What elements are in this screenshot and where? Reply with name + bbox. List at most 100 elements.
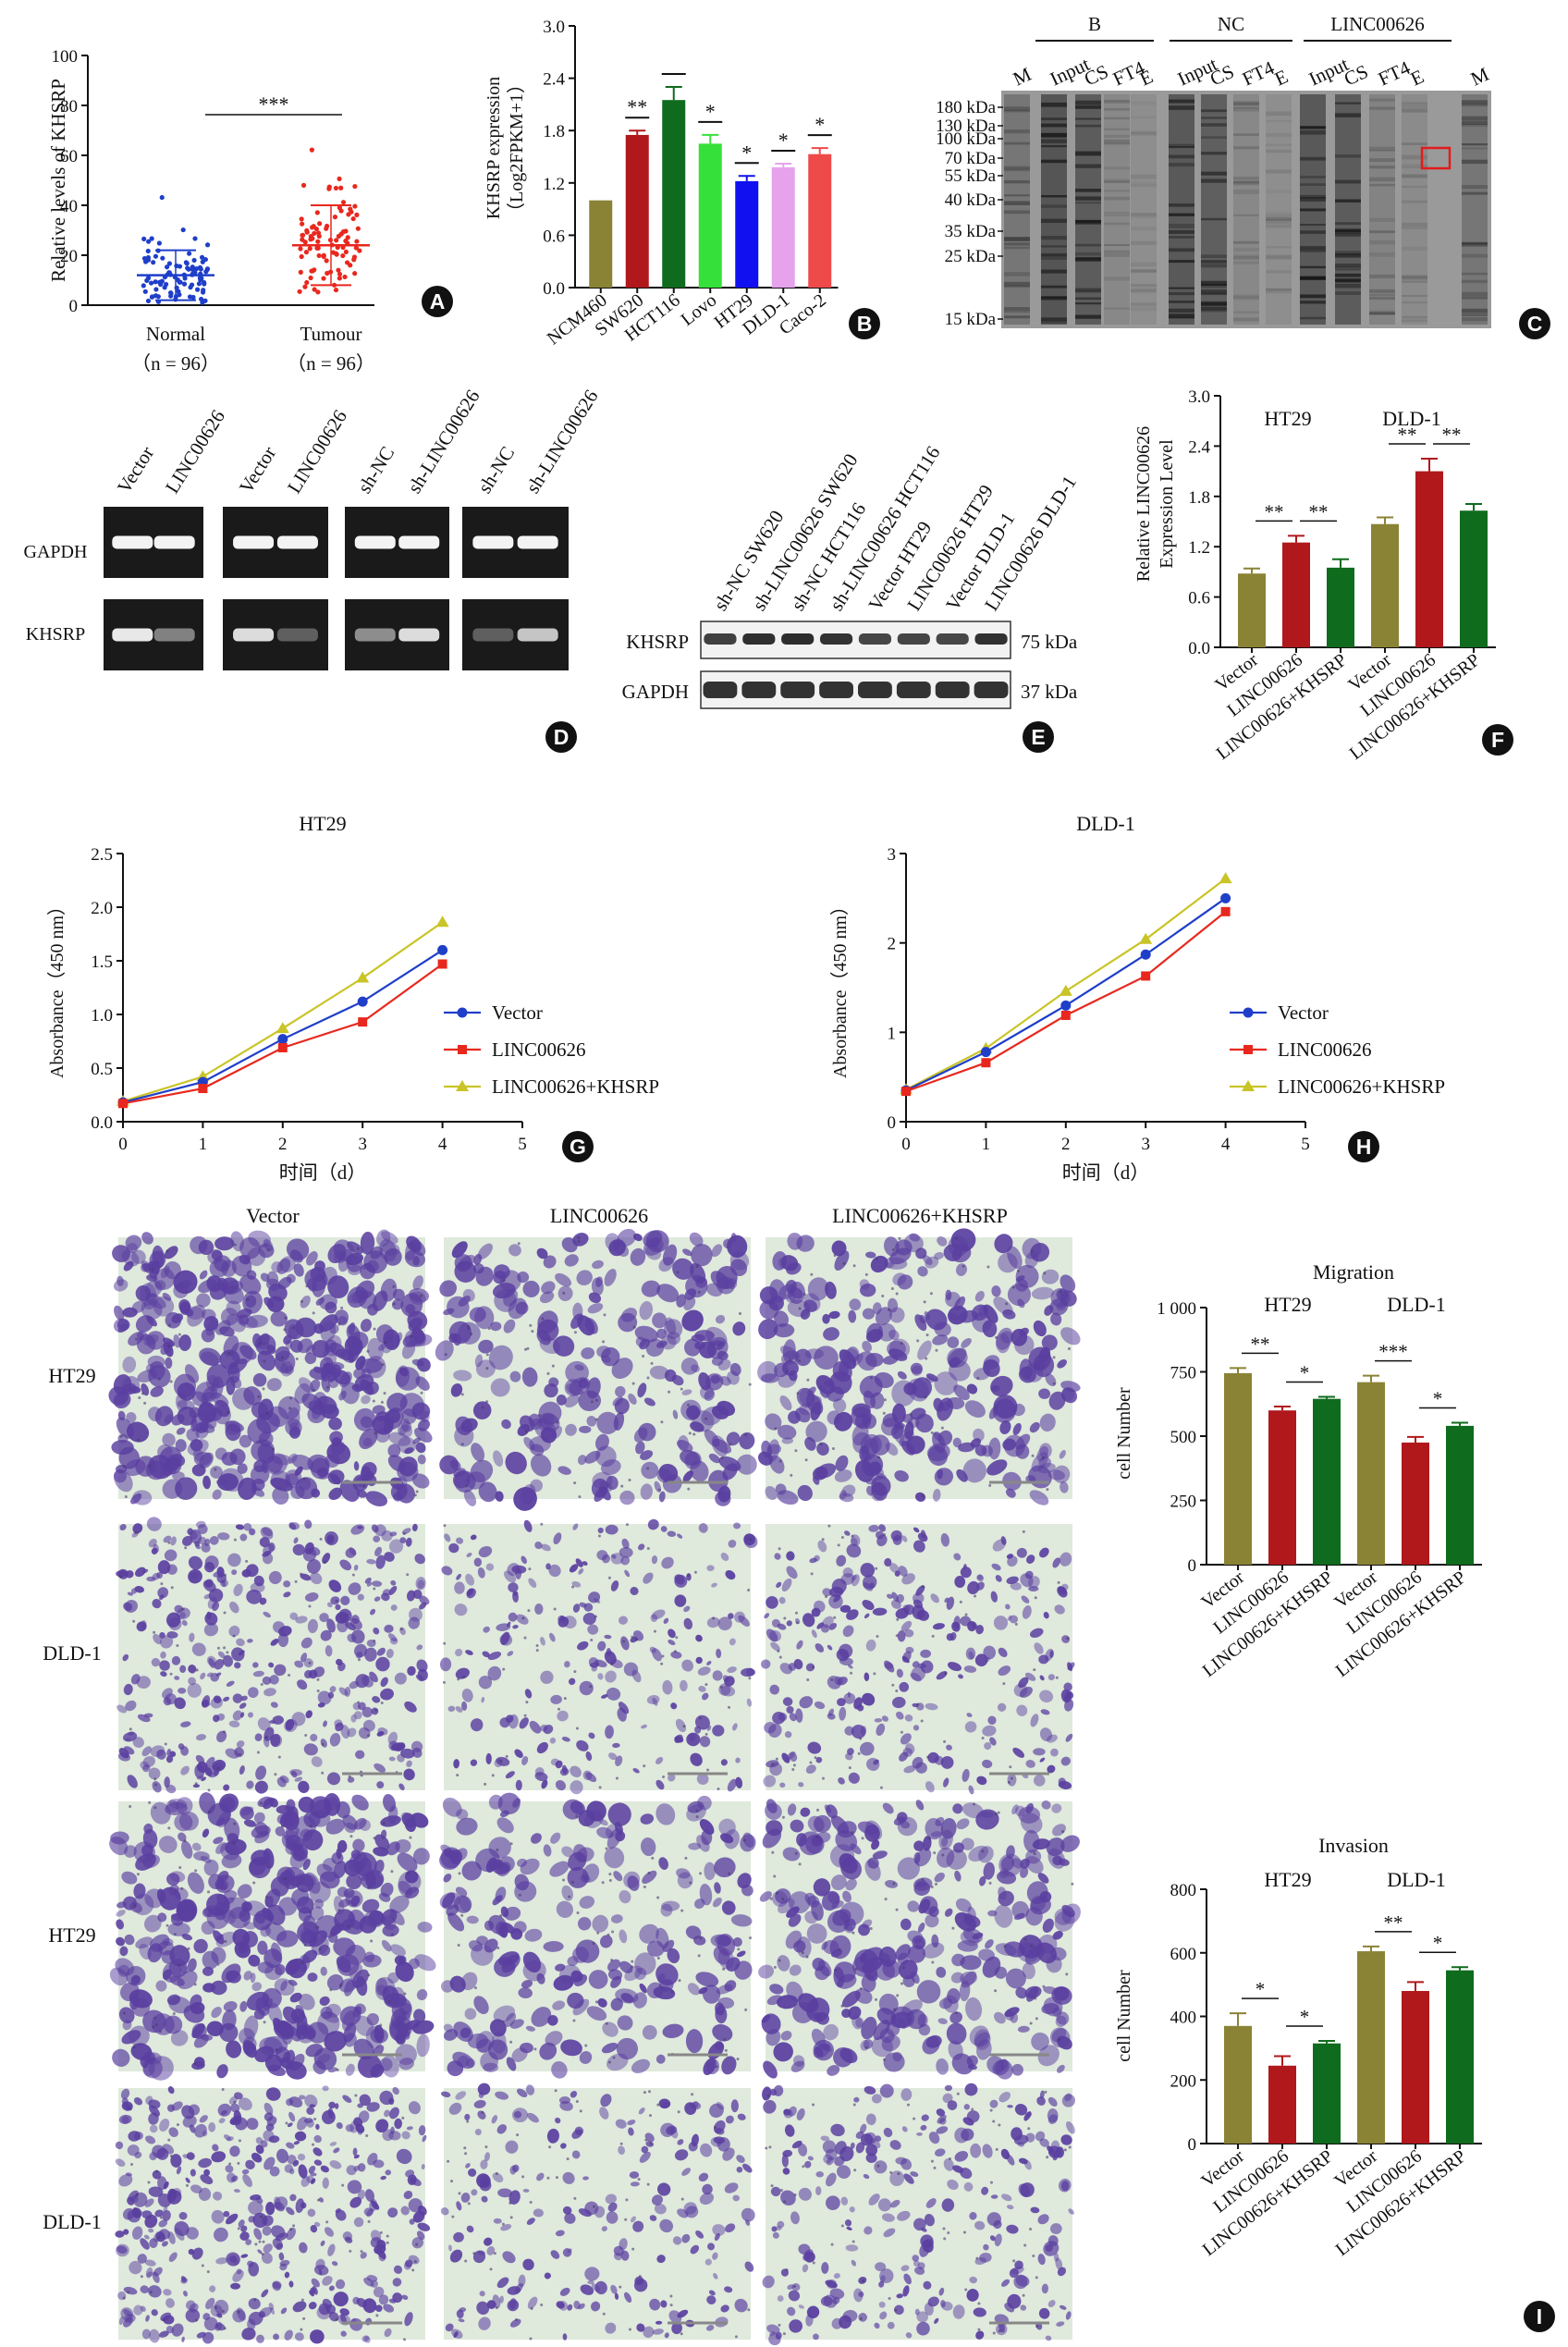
membrane-pore (692, 1432, 696, 1436)
gel-band (1169, 223, 1194, 228)
membrane-pore (233, 1822, 237, 1825)
gel-band (1462, 100, 1488, 105)
membrane-pore (1002, 1682, 1006, 1686)
stained-cell (1002, 1309, 1016, 1320)
stained-cell (435, 1340, 454, 1361)
membrane-pore (785, 1370, 789, 1373)
membrane-pore (496, 1947, 500, 1950)
gel-band (1462, 142, 1488, 146)
gel-band (1233, 256, 1259, 261)
significance-marker: * (815, 113, 825, 136)
row-label: KHSRP (626, 631, 689, 653)
data-point (153, 287, 159, 292)
stained-cell (143, 1333, 159, 1346)
stained-cell (330, 1473, 341, 1485)
stained-cell (1015, 1264, 1039, 1288)
membrane-pore (155, 2169, 159, 2173)
stained-cell (225, 1420, 244, 1432)
membrane-pore (916, 1702, 920, 1706)
stained-cell (865, 1353, 884, 1368)
membrane-pore (869, 1376, 873, 1380)
stained-cell (689, 1232, 704, 1247)
membrane-pore (962, 1264, 965, 1268)
stained-cell (285, 1473, 300, 1488)
membrane-pore (921, 1493, 925, 1497)
stained-cell (338, 1390, 347, 1401)
membrane-pore (164, 1742, 167, 1746)
membrane-pore (127, 2291, 130, 2294)
stained-cell (999, 1420, 1011, 1434)
gel-band (1402, 226, 1427, 230)
gel-band (1462, 308, 1488, 313)
bar (1371, 523, 1399, 647)
y-tick-label: 1.8 (1188, 488, 1210, 508)
stained-cell (136, 1333, 156, 1355)
membrane-pore (792, 1763, 796, 1767)
membrane-pore (646, 1376, 650, 1380)
gel-band (1041, 117, 1067, 121)
membrane-pore (773, 1965, 777, 1969)
data-point (338, 185, 344, 190)
stained-cell (894, 1470, 909, 1482)
membrane-pore (406, 1573, 410, 1577)
stained-cell (565, 1423, 577, 1436)
membrane-pore (521, 1616, 525, 1620)
micrograph (435, 1228, 757, 1511)
series-line (905, 878, 1227, 1091)
membrane-pore (728, 1872, 731, 1875)
membrane-pore (656, 1896, 660, 1899)
stained-cell (439, 1280, 457, 1297)
data-point (321, 252, 326, 258)
gel-band (1201, 152, 1227, 155)
legend-marker (458, 1045, 467, 1054)
membrane-pore (775, 1757, 778, 1761)
gel-band (1131, 213, 1157, 217)
gel-band (1300, 224, 1326, 227)
panel-label-text: I (1537, 2304, 1542, 2329)
stained-cell (973, 1428, 985, 1442)
stained-cell (361, 1319, 372, 1333)
stained-cell (641, 1461, 659, 1480)
stained-cell (312, 1339, 330, 1358)
membrane-pore (771, 1763, 775, 1766)
y-tick-label: 600 (1170, 1945, 1197, 1964)
membrane-pore (284, 1877, 288, 1881)
membrane-pore (321, 1742, 325, 1746)
y-tick-label: 2.5 (91, 845, 113, 865)
membrane-pore (934, 1883, 937, 1886)
membrane-pore (216, 1646, 220, 1650)
gel-band (1041, 255, 1067, 260)
membrane-pore (317, 2198, 321, 2202)
gel-band (1169, 313, 1194, 318)
gel-band (112, 628, 153, 642)
stained-cell (223, 1334, 239, 1357)
stained-cell (814, 1346, 839, 1370)
stained-cell (572, 1233, 589, 1247)
membrane-pore (460, 1393, 464, 1396)
stained-cell (300, 1296, 311, 1309)
membrane-pore (239, 1752, 242, 1756)
series-marker (437, 944, 448, 955)
chart-title: Migration (1313, 1260, 1394, 1284)
stained-cell (223, 1280, 243, 1295)
membrane-pore (285, 2121, 288, 2125)
membrane-pore (221, 2309, 225, 2313)
lane-label: sh-NC (473, 442, 519, 497)
membrane-pore (781, 1897, 785, 1900)
gel-band (1201, 264, 1227, 268)
stained-cell (544, 1382, 558, 1398)
membrane-pore (169, 2155, 173, 2158)
gel-band (1462, 272, 1488, 276)
group-label: DLD-1 (1382, 407, 1441, 430)
bar (625, 134, 649, 288)
membrane-pore (830, 1678, 834, 1682)
gel-band (1233, 102, 1259, 105)
gel-lane (1104, 94, 1130, 325)
stained-cell (294, 1382, 311, 1404)
membrane-pore (390, 1870, 394, 1874)
gel-band (1300, 194, 1326, 200)
membrane-pore (227, 1411, 230, 1415)
series-marker (1220, 906, 1231, 916)
membrane-pore (603, 1313, 606, 1317)
membrane-pore (625, 1523, 629, 1527)
